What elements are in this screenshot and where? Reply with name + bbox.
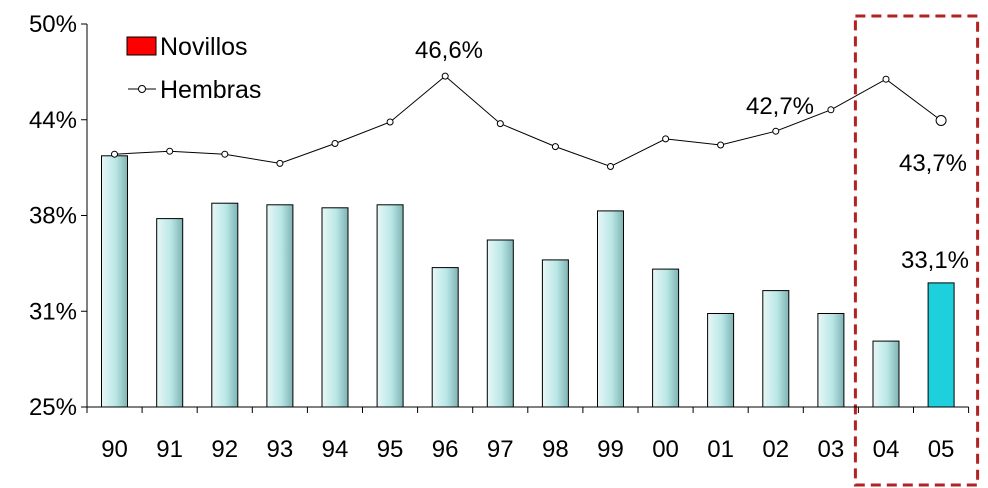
y-tick-label-0: 25% [29,394,77,421]
highlight-box [853,14,980,487]
x-tick-label-96: 96 [432,436,459,463]
bar-novillos-98 [541,259,569,408]
point-hembras-00 [662,135,670,143]
bar-novillos-00 [652,268,680,408]
highlight-layer [853,14,980,487]
y-tick-label-3: 44% [29,107,77,134]
line-layer [111,72,947,170]
point-hembras-92 [221,150,229,158]
x-tick-label-92: 92 [211,436,238,463]
x-tick-label-03: 03 [817,436,844,463]
point-hembras-91 [166,147,174,155]
point-hembras-97 [496,120,504,128]
x-tick-label-00: 00 [652,436,679,463]
bar-novillos-94 [321,207,349,408]
point-hembras-95 [386,118,394,126]
bar-novillos-96 [431,267,459,408]
point-hembras-99 [607,163,614,170]
annotation-hembras-96: 46,6% [415,37,483,64]
bar-novillos-99 [597,210,624,408]
bar-novillos-93 [266,204,294,408]
bar-novillos-01 [707,313,735,408]
point-hembras-03 [827,106,835,114]
x-tick-label-04: 04 [873,436,900,463]
bar-novillos-03 [817,313,845,408]
axes-layer: 25% 31% 38% 44% 50% 90 91 92 93 94 95 96 97 98 99 00 01 0… [29,11,970,463]
y-tick-label-2: 38% [29,203,77,230]
point-hembras-96 [441,72,449,80]
bar-novillos-02 [762,290,790,408]
point-hembras-94 [331,140,339,147]
point-hembras-90 [111,150,118,158]
annotation-novillos-05: 33,1% [901,247,969,274]
bars-layer [101,155,955,408]
point-hembras-05 [935,115,947,126]
x-tick-label-97: 97 [487,436,514,463]
point-hembras-04 [882,75,890,83]
point-hembras-98 [551,143,559,151]
legend-swatch-hembras-marker [138,85,146,93]
bar-novillos-05 [927,282,955,408]
annotation-hembras-02: 42,7% [746,93,814,120]
annotation-hembras-05: 43,7% [899,150,967,177]
line-hembras [114,75,942,168]
x-tick-label-90: 90 [101,436,128,463]
legend-label-novillos: Novillos [160,33,248,61]
point-hembras-02 [772,127,780,135]
point-hembras-93 [276,159,284,167]
y-tick-label-1: 31% [29,298,77,325]
x-tick-label-05: 05 [928,436,955,463]
bar-novillos-91 [156,218,184,408]
bar-novillos-90 [101,155,128,408]
labels-layer: 46,6% 42,7% 43,7% 33,1% [415,37,969,274]
bar-novillos-92 [211,202,239,408]
x-tick-label-02: 02 [762,436,789,463]
x-tick-label-98: 98 [542,436,569,463]
x-tick-label-01: 01 [707,436,734,463]
legend: Novillos Hembras [126,33,261,104]
x-tick-label-99: 99 [597,436,624,463]
bar-novillos-04 [872,340,900,408]
x-tick-label-93: 93 [266,436,293,463]
legend-label-hembras: Hembras [160,76,261,104]
x-tick-label-94: 94 [322,436,349,463]
bar-novillos-97 [486,239,514,408]
legend-swatch-novillos [126,36,157,56]
x-tick-label-95: 95 [377,436,404,463]
x-tick-label-91: 91 [156,436,183,463]
bar-novillos-95 [376,204,404,408]
point-hembras-01 [717,141,725,149]
y-tick-label-4: 50% [29,11,77,38]
